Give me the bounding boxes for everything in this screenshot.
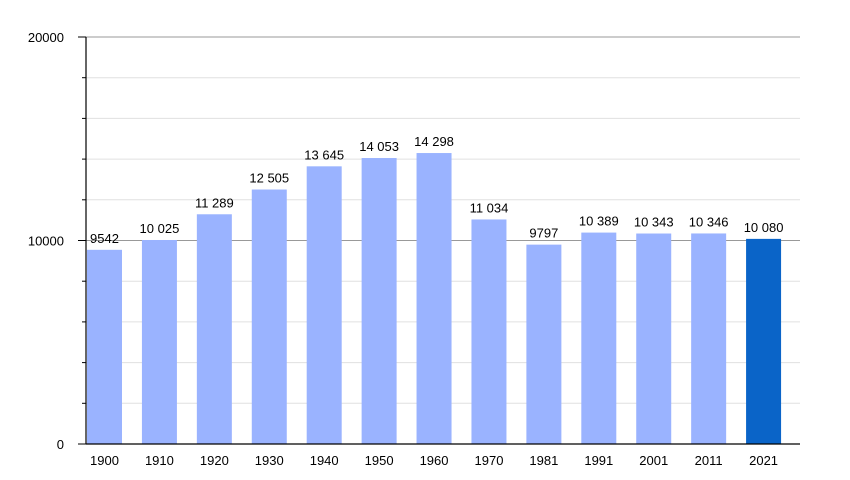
- bar-1940: [306, 166, 342, 444]
- data-label: 10 343: [634, 215, 674, 230]
- data-label: 10 025: [140, 221, 180, 236]
- x-tick-label: 1900: [90, 453, 119, 468]
- bar-1991: [581, 232, 617, 444]
- data-label: 9542: [90, 231, 119, 246]
- y-tick-label: 20000: [28, 30, 64, 45]
- data-label: 10 080: [744, 220, 784, 235]
- x-tick-label: 1940: [310, 453, 339, 468]
- x-tick-label: 1950: [365, 453, 394, 468]
- x-tick-label: 1960: [420, 453, 449, 468]
- bar-2021: [746, 238, 782, 444]
- bar-1960: [416, 153, 452, 444]
- bars: [87, 153, 782, 444]
- y-tick-label: 0: [57, 437, 64, 452]
- x-tick-label: 1970: [475, 453, 504, 468]
- x-tick-label: 2001: [639, 453, 668, 468]
- data-label: 12 505: [249, 171, 289, 186]
- bar-1970: [471, 219, 507, 444]
- bar-1900: [87, 249, 122, 444]
- data-label: 9797: [529, 226, 558, 241]
- x-tick-label: 1991: [584, 453, 613, 468]
- data-label: 14 053: [359, 139, 399, 154]
- bar-1910: [141, 239, 177, 444]
- x-tick-label: 1910: [145, 453, 174, 468]
- bar-2011: [691, 233, 727, 444]
- x-tick-label: 1981: [529, 453, 558, 468]
- data-label: 10 389: [579, 214, 619, 229]
- data-label: 13 645: [304, 147, 344, 162]
- data-label: 14 298: [414, 134, 454, 149]
- data-label: 10 346: [689, 214, 729, 229]
- labels: 0 10000 20000 9542 1900 10 025 1910 11 289 1920 1…: [28, 30, 784, 468]
- bar-1930: [251, 189, 287, 444]
- bar-1981: [526, 244, 562, 444]
- x-tick-label: 2011: [695, 453, 723, 468]
- y-tick-label: 10000: [28, 234, 64, 249]
- bar-2001: [636, 233, 672, 444]
- x-tick-label: 1920: [200, 453, 229, 468]
- x-tick-label: 1930: [255, 453, 284, 468]
- bar-1920: [196, 214, 232, 444]
- data-label: 11 034: [470, 200, 509, 215]
- axes: [78, 36, 800, 445]
- bar-1950: [361, 158, 397, 444]
- x-tick-label: 2021: [749, 453, 778, 468]
- data-label: 11 289: [195, 195, 234, 210]
